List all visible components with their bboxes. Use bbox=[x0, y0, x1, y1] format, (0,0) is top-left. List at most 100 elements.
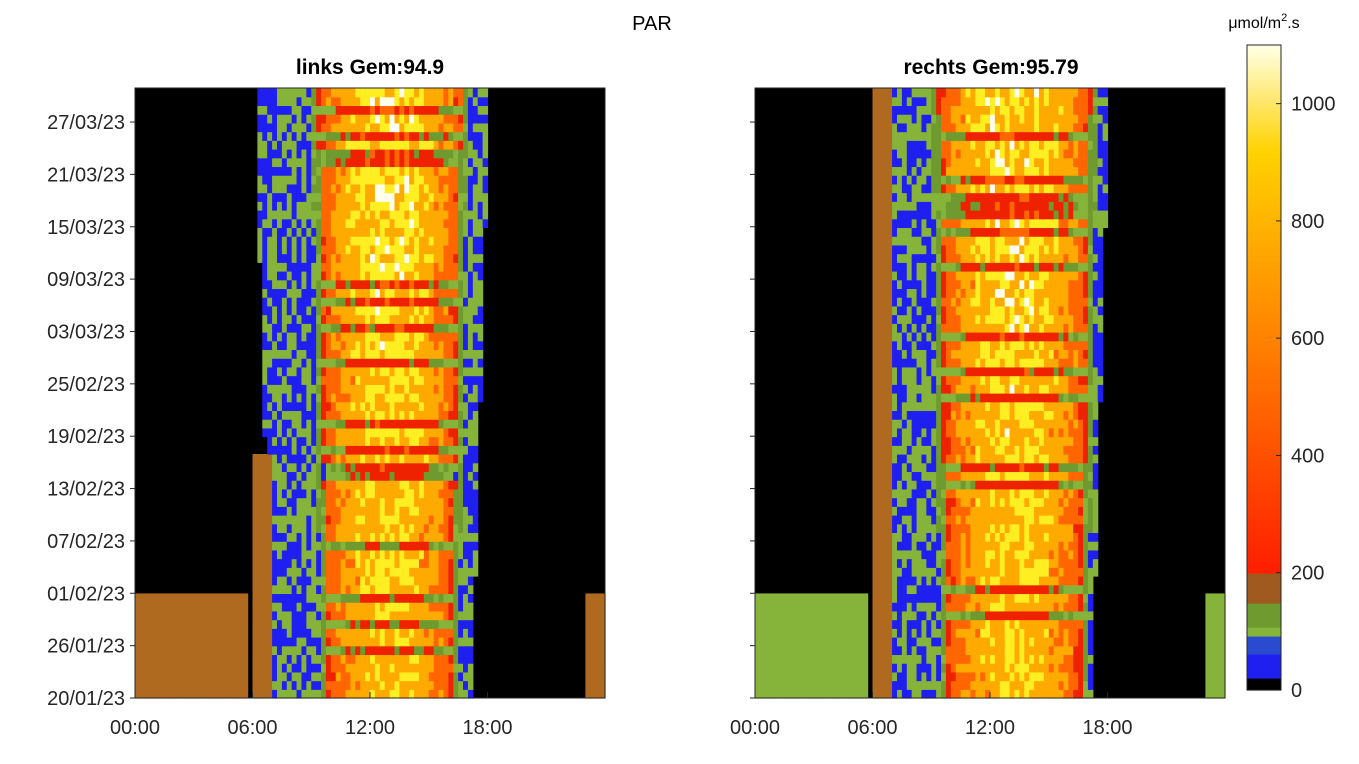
heat-cell bbox=[365, 419, 370, 428]
heat-cell bbox=[360, 550, 365, 559]
heat-cell bbox=[321, 576, 326, 585]
heat-cell bbox=[1093, 524, 1098, 533]
heat-cell bbox=[975, 515, 980, 524]
heat-cell bbox=[365, 271, 370, 280]
heat-cell bbox=[321, 384, 326, 393]
heat-cell bbox=[453, 576, 458, 585]
heat-cell bbox=[931, 489, 936, 498]
heat-cell bbox=[385, 280, 390, 289]
heat-cell bbox=[399, 254, 404, 263]
heat-cell bbox=[277, 428, 282, 437]
heat-cell bbox=[409, 410, 414, 419]
heat-cell bbox=[321, 410, 326, 419]
heat-cell bbox=[473, 498, 478, 507]
heat-cell bbox=[956, 506, 961, 515]
heat-cell bbox=[390, 384, 395, 393]
heat-cell bbox=[443, 654, 448, 663]
heat-cell bbox=[370, 97, 375, 106]
heat-cell bbox=[331, 149, 336, 158]
heat-cell bbox=[292, 410, 297, 419]
heat-cell bbox=[404, 140, 409, 149]
heat-cell bbox=[394, 506, 399, 515]
heat-cell bbox=[990, 628, 995, 637]
heat-cell bbox=[238, 628, 243, 637]
heat-cell bbox=[272, 315, 277, 324]
heat-cell bbox=[468, 498, 473, 507]
heat-cell bbox=[468, 681, 473, 690]
heat-cell bbox=[326, 367, 331, 376]
heat-cell bbox=[199, 672, 204, 681]
heat-cell bbox=[873, 585, 878, 594]
heat-cell bbox=[321, 132, 326, 141]
heat-cell bbox=[463, 201, 468, 210]
heat-cell bbox=[409, 140, 414, 149]
heat-cell bbox=[1059, 498, 1064, 507]
heat-cell bbox=[341, 663, 346, 672]
heat-cell bbox=[473, 193, 478, 202]
heat-cell bbox=[1044, 628, 1049, 637]
heat-cell bbox=[463, 585, 468, 594]
heat-cell bbox=[360, 498, 365, 507]
heat-cell bbox=[262, 367, 267, 376]
heat-cell bbox=[326, 454, 331, 463]
heat-cell bbox=[375, 515, 380, 524]
heat-cell bbox=[267, 402, 272, 411]
heat-cell bbox=[419, 227, 424, 236]
heat-cell bbox=[297, 567, 302, 576]
heat-cell bbox=[429, 236, 434, 245]
heat-cell bbox=[985, 654, 990, 663]
heat-cell bbox=[370, 437, 375, 446]
heat-cell bbox=[961, 541, 966, 550]
heat-cell bbox=[1024, 663, 1029, 672]
heat-cell bbox=[301, 410, 306, 419]
heat-cell bbox=[370, 288, 375, 297]
heat-cell bbox=[301, 445, 306, 454]
heat-cell bbox=[873, 480, 878, 489]
heat-cell bbox=[155, 611, 160, 620]
heat-cell bbox=[414, 654, 419, 663]
heat-cell bbox=[1024, 532, 1029, 541]
heat-cell bbox=[331, 227, 336, 236]
heat-cell bbox=[277, 576, 282, 585]
heat-cell bbox=[409, 611, 414, 620]
heat-cell bbox=[966, 620, 971, 629]
heat-cell bbox=[253, 689, 258, 698]
heat-cell bbox=[272, 628, 277, 637]
heat-cell bbox=[174, 620, 179, 629]
heat-cell bbox=[434, 105, 439, 114]
heat-cell bbox=[394, 236, 399, 245]
heat-cell bbox=[174, 672, 179, 681]
heat-cell bbox=[1059, 672, 1064, 681]
heat-cell bbox=[1059, 628, 1064, 637]
heat-cell bbox=[394, 541, 399, 550]
heat-cell bbox=[951, 611, 956, 620]
heat-cell bbox=[951, 654, 956, 663]
heat-cell bbox=[257, 567, 262, 576]
heat-cell bbox=[390, 602, 395, 611]
heat-cell bbox=[316, 515, 321, 524]
heat-cell bbox=[1078, 498, 1083, 507]
heat-cell bbox=[350, 306, 355, 315]
heat-cell bbox=[306, 384, 311, 393]
heat-cell bbox=[169, 654, 174, 663]
heat-cell bbox=[223, 611, 228, 620]
heat-cell bbox=[135, 654, 140, 663]
heat-cell bbox=[453, 437, 458, 446]
heat-cell bbox=[287, 550, 292, 559]
heat-cell bbox=[424, 341, 429, 350]
heat-cell bbox=[833, 620, 838, 629]
heat-cell bbox=[873, 611, 878, 620]
heat-cell bbox=[419, 681, 424, 690]
heat-cell bbox=[936, 611, 941, 620]
heat-cell bbox=[365, 175, 370, 184]
heat-cell bbox=[189, 681, 194, 690]
heat-cell bbox=[399, 585, 404, 594]
heat-cell bbox=[966, 585, 971, 594]
heat-cell bbox=[946, 620, 951, 629]
heat-cell bbox=[585, 611, 590, 620]
heat-cell bbox=[375, 341, 380, 350]
heat-cell bbox=[794, 628, 799, 637]
heat-cell bbox=[882, 681, 887, 690]
left-heatmap-cells bbox=[135, 88, 606, 699]
heat-cell bbox=[306, 288, 311, 297]
